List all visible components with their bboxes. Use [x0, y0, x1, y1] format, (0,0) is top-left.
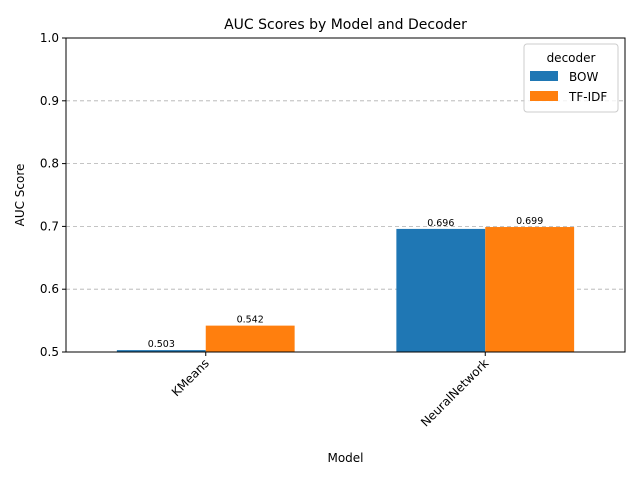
- x-axis-label: Model: [327, 451, 363, 465]
- y-axis-ticks: 0.5 0.6 0.7 0.8 0.9 1.0: [40, 31, 66, 359]
- y-tick-label: 0.9: [40, 94, 59, 108]
- y-tick-label: 0.7: [40, 219, 59, 233]
- bar-tfidf-kmeans: [205, 325, 295, 352]
- y-axis-label: AUC Score: [13, 164, 27, 227]
- y-tick-label: 1.0: [40, 31, 59, 45]
- bars: [116, 227, 575, 352]
- legend-swatch-bow: [530, 71, 558, 81]
- y-tick-label: 0.5: [40, 345, 59, 359]
- bar-value-label: 0.542: [237, 315, 264, 326]
- legend: decoder BOW TF-IDF: [523, 43, 619, 113]
- bar-value-label: 0.699: [516, 216, 543, 227]
- legend-title: decoder: [547, 51, 596, 65]
- chart-title: AUC Scores by Model and Decoder: [224, 17, 467, 33]
- legend-label-tfidf: TF-IDF: [568, 90, 607, 104]
- bar-bow-neuralnetwork: [396, 228, 486, 352]
- legend-swatch-tfidf: [530, 91, 558, 101]
- bar-value-label: 0.696: [427, 218, 454, 229]
- bar-tfidf-neuralnetwork: [485, 227, 575, 352]
- legend-label-bow: BOW: [569, 70, 598, 84]
- plot-frame: [65, 37, 626, 353]
- bar-bow-kmeans: [116, 350, 206, 352]
- bar-value-labels: 0.503 0.542 0.696 0.699: [148, 216, 544, 350]
- bar-value-label: 0.503: [148, 339, 175, 350]
- y-tick-label: 0.6: [40, 282, 59, 296]
- y-tick-label: 0.8: [40, 157, 59, 171]
